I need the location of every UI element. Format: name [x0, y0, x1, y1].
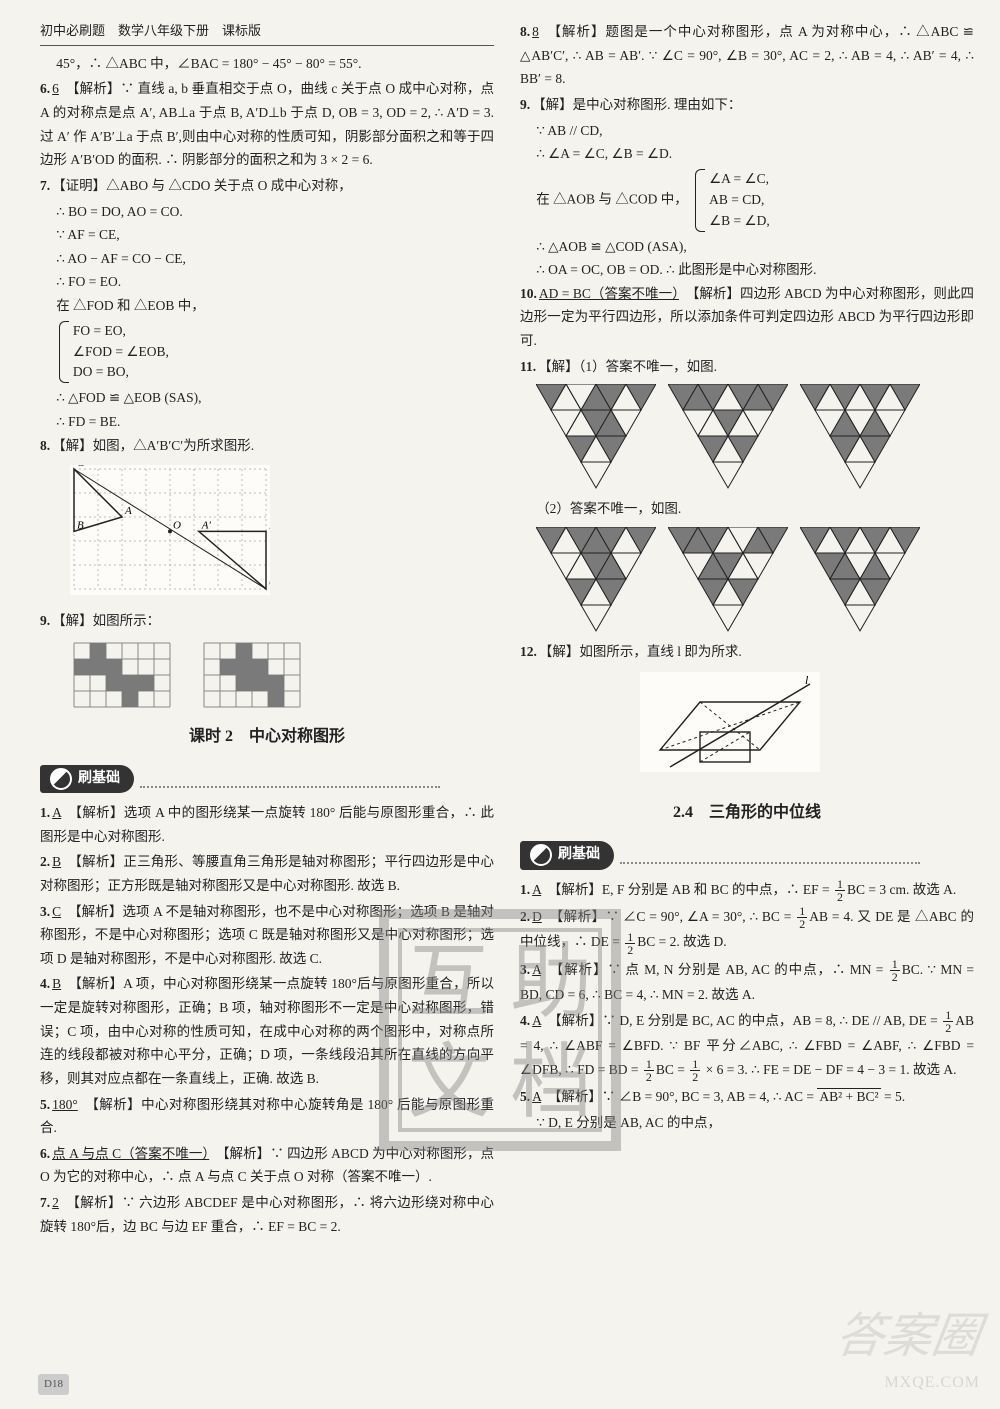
rb-q4: 4.A 【解析】∵ D, E 分别是 BC, AC 的中点，AB = 8, ∴ …: [520, 1009, 974, 1083]
svg-text:O: O: [173, 520, 181, 532]
r-q11-t2: （2）答案不唯一，如图.: [520, 497, 974, 521]
l-q7-l3: ∵ AF = CE,: [40, 223, 494, 247]
l-q6: 6.6 【解析】∵ 直线 a, b 垂直相交于点 O，曲线 c 关于点 O 成中…: [40, 77, 494, 172]
lb-q5: 5.180° 【解析】中心对称图形绕其对称中心旋转角是 180° 后能与原图形重…: [40, 1093, 494, 1140]
l-q7-l8: ∴ FD = BE.: [40, 410, 494, 434]
l-q7-l5: ∴ FO = EO.: [40, 270, 494, 294]
svg-text:B: B: [77, 520, 84, 532]
svg-text:A′: A′: [201, 520, 212, 532]
l-q9: 9.【解】如图所示：: [40, 609, 494, 633]
rb-q5-cont: ∵ D, E 分别是 AB, AC 的中点，: [520, 1111, 974, 1135]
lb-q6: 6.点 A 与点 C（答案不唯一） 【解析】∵ 四边形 ABCD 为中心对称图形…: [40, 1142, 494, 1189]
fig-q11a: [536, 384, 974, 489]
fig-q12: l: [640, 672, 820, 772]
badge-basics-2: 刷基础: [520, 841, 614, 870]
r-q9: 9.【解】是中心对称图形. 理由如下：: [520, 93, 974, 117]
l-q7-l6: 在 △FOD 和 △EOB 中，: [40, 294, 494, 318]
badge-row-1: 刷基础: [40, 757, 494, 802]
l-q8: 8.【解】如图，△A′B′C′为所求图形.: [40, 434, 494, 458]
watermark-text: 答案圈: [830, 1295, 986, 1379]
lb-q3: 3.C 【解析】选项 A 不是轴对称图形，也不是中心对称图形；选项 B 是轴对称…: [40, 900, 494, 971]
fig-q9: [70, 639, 494, 709]
badge-row-2: 刷基础: [520, 833, 974, 878]
lb-q1: 1.A 【解析】选项 A 中的图形绕某一点旋转 180° 后能与原图形重合，∴ …: [40, 801, 494, 848]
right-column: 8.8 【解析】题图是一个中心对称图形，点 A 为对称中心，∴ △ABC ≌ △…: [520, 20, 974, 1240]
r-q9-l2: ∴ ∠A = ∠C, ∠B = ∠D.: [520, 142, 974, 166]
fig-q8: C A O A′ B B′ C′: [70, 465, 270, 595]
r-q12: 12.【解】如图所示，直线 l 即为所求.: [520, 640, 974, 664]
l-q7-l4: ∴ AO − AF = CO − CE,: [40, 247, 494, 271]
badge-basics-1: 刷基础: [40, 765, 134, 794]
lb-q2: 2.B 【解析】正三角形、等腰直角三角形是轴对称图形；平行四边形是中心对称图形；…: [40, 850, 494, 897]
r-q9-l5: ∴ OA = OC, OB = OD. ∴ 此图形是中心对称图形.: [520, 258, 974, 282]
rb-q2: 2.D 【解析】∵ ∠C = 90°, ∠A = 30°, ∴ BC = 12A…: [520, 905, 974, 956]
l-q7-l7: ∴ △FOD ≌ △EOB (SAS),: [40, 386, 494, 410]
section-title-1: 课时 2 中心对称图形: [40, 723, 494, 751]
l-q7: 7.【证明】△ABO 与 △CDO 关于点 O 成中心对称，: [40, 174, 494, 198]
svg-text:B′: B′: [269, 520, 270, 532]
r-q9-l1: ∵ AB // CD,: [520, 119, 974, 143]
rb-q1: 1.A 【解析】E, F 分别是 AB 和 BC 的中点，∴ EF = 12BC…: [520, 878, 974, 903]
rb-q3: 3.A 【解析】∵ 点 M, N 分别是 AB, AC 的中点，∴ MN = 1…: [520, 958, 974, 1007]
r-q9-l3: 在 △AOB 与 △COD 中， ∠A = ∠C, AB = CD, ∠B = …: [520, 166, 974, 235]
svg-text:A: A: [124, 505, 132, 517]
svg-text:C: C: [77, 465, 85, 469]
q-cont: 45°，∴ △ABC 中，∠BAC = 180° − 45° − 80° = 5…: [40, 52, 494, 76]
lb-q7: 7.2 【解析】∵ 六边形 ABCDEF 是中心对称图形，∴ 将六边形绕对称中心…: [40, 1191, 494, 1238]
page-header: 初中必刷题 数学八年级下册 课标版: [40, 20, 494, 46]
r-q11: 11.【解】（1）答案不唯一，如图.: [520, 355, 974, 379]
svg-text:C′: C′: [269, 577, 270, 589]
r-q8: 8.8 【解析】题图是一个中心对称图形，点 A 为对称中心，∴ △ABC ≌ △…: [520, 20, 974, 91]
fig-q11b: [536, 527, 974, 632]
section-title-2: 2.4 三角形的中位线: [520, 799, 974, 827]
r-q10: 10.AD = BC（答案不唯一） 【解析】四边形 ABCD 为中心对称图形，则…: [520, 282, 974, 353]
watermark-url: MXQE.COM: [884, 1369, 980, 1397]
left-column: 初中必刷题 数学八年级下册 课标版 45°，∴ △ABC 中，∠BAC = 18…: [40, 20, 494, 1240]
lb-q4: 4.B 【解析】A 项，中心对称图形绕某一点旋转 180°后与原图形重合，所以一…: [40, 972, 494, 1090]
rb-q5: 5.A 【解析】∵ ∠B = 90°, BC = 3, AB = 4, ∴ AC…: [520, 1085, 974, 1109]
l-q7-l2: ∴ BO = DO, AO = CO.: [40, 200, 494, 224]
r-q9-l4: ∴ △AOB ≌ △COD (ASA),: [520, 235, 974, 259]
page-number: D18: [38, 1374, 69, 1395]
l-q7-cases: FO = EO, ∠FOD = ∠EOB, DO = BO,: [59, 321, 169, 384]
